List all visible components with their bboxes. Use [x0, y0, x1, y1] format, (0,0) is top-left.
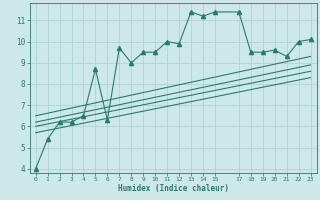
X-axis label: Humidex (Indice chaleur): Humidex (Indice chaleur) [118, 184, 228, 193]
